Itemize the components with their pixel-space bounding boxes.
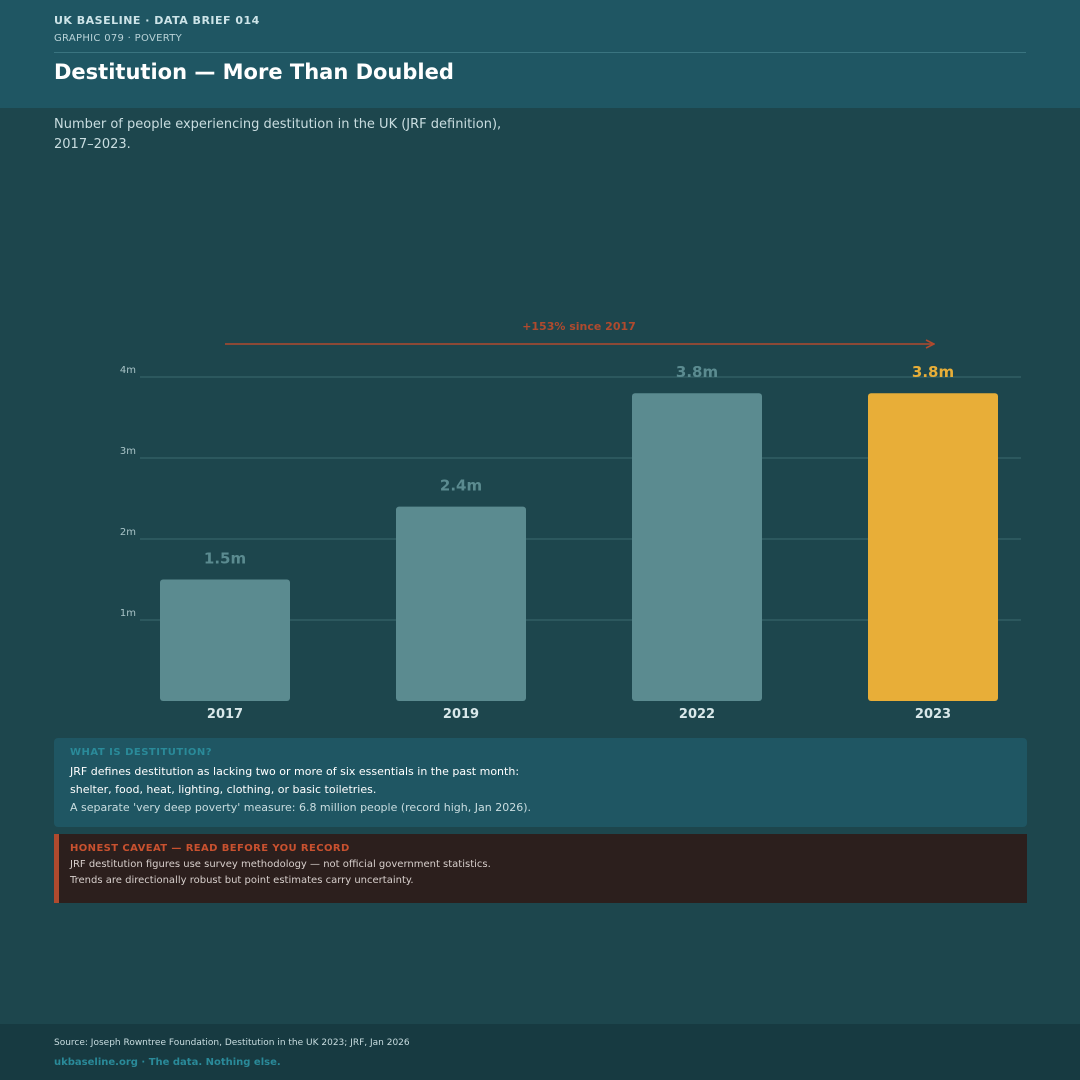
category-label: 2022	[679, 707, 715, 722]
caveat-accent-bar	[54, 834, 59, 903]
value-label: 1.5m	[204, 550, 246, 568]
trend-annotation: +153% since 2017	[522, 320, 636, 333]
bar-layer	[160, 393, 998, 701]
page-title: Destitution — More Than Doubled	[54, 60, 454, 84]
deep-poverty-note: A separate 'very deep poverty' measure: …	[70, 801, 531, 814]
category-label: 2023	[915, 707, 951, 722]
bar-2022	[632, 393, 762, 701]
category-label: 2017	[207, 707, 243, 722]
value-label: 3.8m	[912, 363, 954, 381]
site-tagline: ukbaseline.org · The data. Nothing else.	[54, 1057, 281, 1068]
caveat-methodology: JRF destitution figures use survey metho…	[70, 859, 491, 870]
definition-text: JRF defines destitution as lacking two o…	[70, 765, 520, 778]
definition-box: WHAT IS DESTITUTION? JRF defines destitu…	[54, 738, 1027, 827]
graphic-category: GRAPHIC 079 · POVERTY	[54, 33, 183, 44]
caveat-uncertainty: Trends are directionally robust but poin…	[70, 875, 414, 886]
bar-chart: 1m 2m 3m 4m 1.5m 2017 2.4m 2019 3.8m 2022 3.8m 202…	[120, 320, 1021, 722]
header-divider	[54, 52, 1026, 53]
y-tick-label: 2m	[120, 527, 136, 538]
definition-heading: WHAT IS DESTITUTION?	[70, 747, 213, 758]
y-tick-label: 1m	[120, 608, 136, 619]
footer: Source: Joseph Rowntree Foundation, Dest…	[0, 1024, 1080, 1080]
source-credit: Source: Joseph Rowntree Foundation, Dest…	[54, 1038, 410, 1048]
definition-essentials: shelter, food, heat, lighting, clothing,…	[70, 783, 377, 796]
brief-eyebrow: UK BASELINE · DATA BRIEF 014	[54, 14, 260, 27]
value-label: 3.8m	[676, 363, 718, 381]
caveat-heading: HONEST CAVEAT — READ BEFORE YOU RECORD	[70, 843, 350, 854]
caveat-box: HONEST CAVEAT — READ BEFORE YOU RECORD J…	[54, 834, 1027, 903]
bar-2017	[160, 579, 290, 701]
bar-2023	[868, 393, 998, 701]
label-layer: 1.5m 2017 2.4m 2019 3.8m 2022 3.8m 2023	[204, 363, 954, 722]
value-label: 2.4m	[440, 477, 482, 495]
y-tick-label: 4m	[120, 365, 136, 376]
chart-subtitle: Number of people experiencing destitutio…	[54, 117, 502, 152]
y-tick-label: 3m	[120, 446, 136, 457]
category-label: 2019	[443, 707, 479, 722]
header-band: UK BASELINE · DATA BRIEF 014 GRAPHIC 079…	[0, 0, 1080, 108]
bar-2019	[396, 506, 526, 701]
